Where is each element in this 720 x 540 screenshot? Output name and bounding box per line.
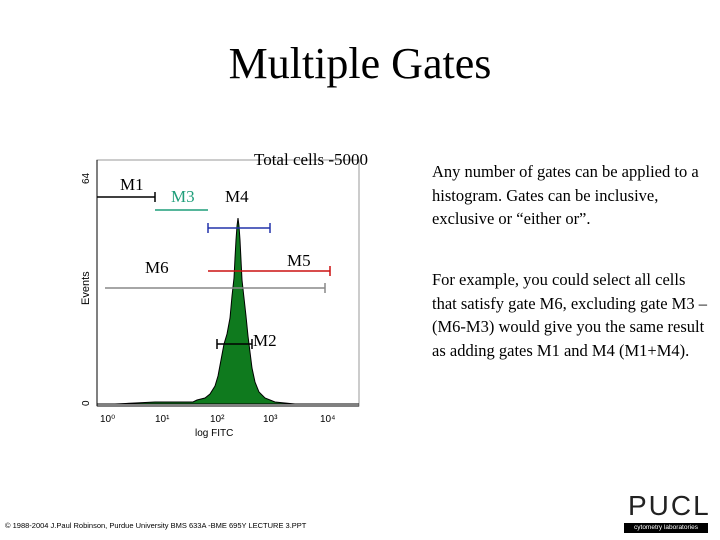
gate-m4[interactable]: M4 [207, 187, 271, 233]
gate-m1-label: M1 [120, 175, 144, 194]
x-tick-4: 10⁴ [320, 414, 335, 425]
gate-m6[interactable]: M6 [105, 258, 326, 293]
gate-m2[interactable]: M2 [216, 331, 277, 350]
x-tick-3: 10³ [263, 414, 278, 425]
x-tick-1: 10¹ [155, 414, 170, 425]
y-axis-label: Events [80, 271, 92, 305]
histogram-area [97, 217, 359, 405]
pucl-logo: PUCL cytometry laboratories [618, 490, 714, 536]
gate-m1[interactable]: M1 [97, 175, 156, 202]
logo-text: PUCL [628, 490, 711, 521]
y-tick-top: 64 [81, 172, 92, 184]
x-axis-label: log FITC [195, 428, 233, 439]
x-tick-2: 10² [210, 414, 225, 425]
gate-m6-label: M6 [145, 258, 169, 277]
copyright-footer: © 1988-2004 J.Paul Robinson, Purdue Univ… [5, 521, 307, 530]
histogram-chart: M1 M3 M4 M5 M6 M2 64 Events 0 10⁰ 10¹ 10… [80, 159, 360, 439]
gate-m3[interactable]: M3 [155, 187, 208, 211]
y-tick-bottom: 0 [81, 400, 92, 406]
gate-m2-label: M2 [253, 331, 277, 350]
gate-m5[interactable]: M5 [208, 251, 331, 276]
logo-subtitle: cytometry laboratories [624, 523, 708, 533]
gate-m5-label: M5 [287, 251, 311, 270]
slide-title: Multiple Gates [228, 39, 492, 88]
gate-m3-label: M3 [171, 187, 195, 206]
x-tick-0: 10⁰ [100, 414, 115, 425]
paragraph-gates-description: Any number of gates can be applied to a … [432, 162, 699, 228]
gate-m4-label: M4 [225, 187, 249, 206]
paragraph-example: For example, you could select all cells … [432, 270, 707, 360]
total-cells-label: Total cells -5000 [254, 150, 369, 169]
